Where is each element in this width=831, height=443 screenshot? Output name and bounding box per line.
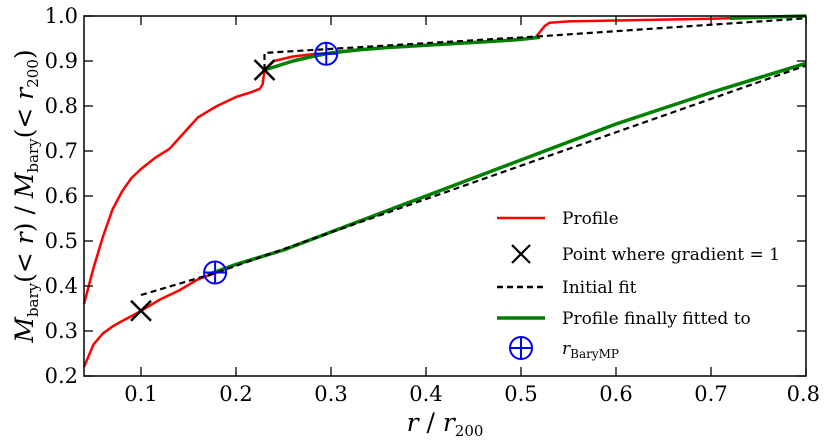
series-initial-fit-upper <box>263 17 807 70</box>
legend-marker-sub: BaryMP <box>570 347 619 361</box>
y-label-m1: M <box>10 316 39 344</box>
legend: Profile Point where gradient = 1 Initial… <box>497 209 780 361</box>
plot-points <box>130 41 339 322</box>
y-label-sub1: bary <box>24 282 42 317</box>
legend-label-marker: rBaryMP <box>562 339 619 361</box>
y-tick-label: 1.0 <box>45 4 78 28</box>
legend-label-final: Profile finally fitted to <box>562 309 751 329</box>
y-label-paren1: (< <box>10 244 39 283</box>
x-label-r: r <box>407 408 421 437</box>
series-final-fit-lower <box>206 61 807 277</box>
r-barymp-lower <box>203 260 228 285</box>
x-label-slash: / <box>419 408 443 437</box>
legend-swatch-marker <box>509 336 533 360</box>
x-tick-label: 0.7 <box>694 382 727 406</box>
y-tick-label: 0.5 <box>45 229 78 253</box>
x-tick-label: 0.6 <box>599 382 632 406</box>
legend-marker-main: r <box>562 339 571 359</box>
x-tick-label: 0.4 <box>409 382 442 406</box>
y-label-m2: M <box>10 171 39 199</box>
series-initial-fit-lower <box>140 64 807 297</box>
y-tick-label: 0.7 <box>45 139 78 163</box>
series-profile-upper <box>82 14 807 305</box>
x-tick-label: 0.8 <box>787 382 820 406</box>
y-tick-label: 0.9 <box>45 49 78 73</box>
r-barymp-upper <box>314 41 339 66</box>
y-label-sub3: 200 <box>24 59 42 88</box>
legend-label-profile: Profile <box>562 209 619 229</box>
y-label-slash: ) / <box>10 198 39 232</box>
x-tick-label: 0.1 <box>124 382 157 406</box>
y-tick-label: 0.3 <box>45 319 78 343</box>
x-axis-label: r / r200 <box>407 408 484 440</box>
y-label-paren2: (< <box>10 100 39 139</box>
legend-label-point: Point where gradient = 1 <box>562 245 780 265</box>
y-label-paren3: ) <box>10 49 39 59</box>
gradient-point-upper <box>253 59 276 81</box>
y-label-r2: r <box>10 86 39 100</box>
ticks <box>84 15 807 377</box>
x-label-sub: 200 <box>455 422 484 440</box>
y-tick-label: 0.2 <box>45 364 78 388</box>
legend-label-fit: Initial fit <box>562 278 637 298</box>
tick-labels: 0.1 0.2 0.3 0.4 0.5 0.6 0.7 0.8 0.2 0.3 0.4 0.5 0.6 0… <box>45 4 820 406</box>
y-tick-label: 0.6 <box>45 184 78 208</box>
gradient-point-lower <box>130 299 152 322</box>
x-tick-label: 0.5 <box>504 382 537 406</box>
plot-lines <box>82 14 807 368</box>
y-tick-label: 0.8 <box>45 94 78 118</box>
x-tick-label: 0.3 <box>314 382 347 406</box>
y-label-sub2: bary <box>24 138 42 173</box>
x-label-r2: r <box>443 408 457 437</box>
y-axis-label: Mbary(< r) / Mbary(< r200) <box>10 49 42 343</box>
y-tick-label: 0.4 <box>45 274 78 298</box>
series-final-fit-upper <box>263 35 541 72</box>
y-label-r1: r <box>10 230 39 244</box>
x-tick-label: 0.2 <box>219 382 252 406</box>
legend-swatch-point <box>511 244 531 264</box>
